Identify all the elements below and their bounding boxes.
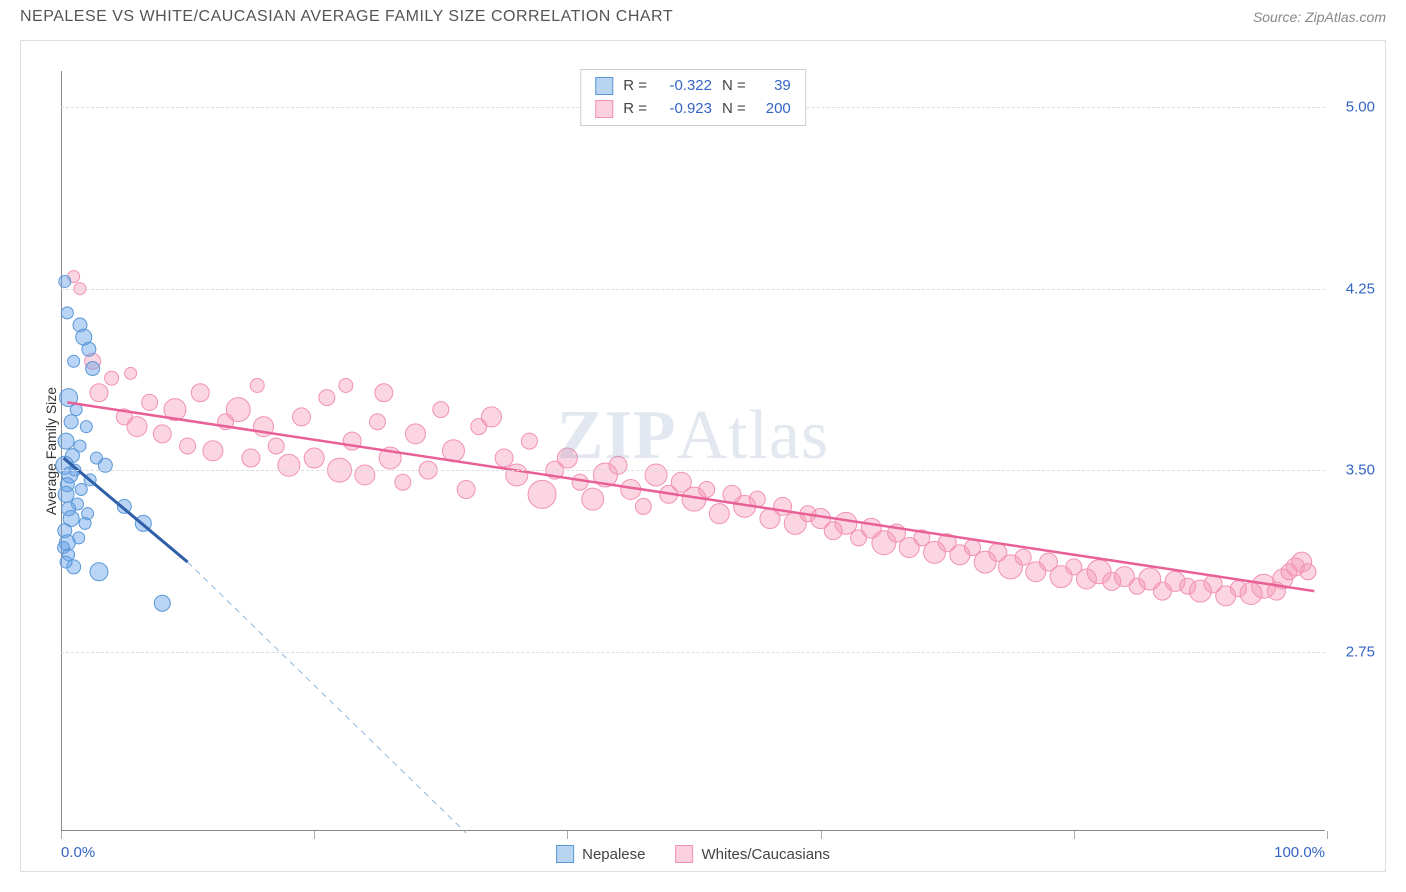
x-tick	[567, 831, 568, 839]
data-point	[278, 454, 300, 476]
data-point	[304, 448, 324, 468]
data-point	[457, 480, 475, 498]
legend-item-whites: Whites/Caucasians	[676, 845, 830, 863]
chart-title: NEPALESE VS WHITE/CAUCASIAN AVERAGE FAMI…	[20, 8, 673, 26]
data-point	[645, 464, 667, 486]
data-point	[153, 425, 171, 443]
data-point	[105, 371, 119, 385]
r-label: R =	[623, 75, 647, 98]
y-tick-label: 5.00	[1330, 99, 1375, 116]
legend-label: Nepalese	[582, 846, 645, 863]
data-point	[635, 498, 651, 514]
legend-item-nepalese: Nepalese	[556, 845, 645, 863]
data-point	[433, 402, 449, 418]
data-point	[125, 367, 137, 379]
data-point	[203, 441, 223, 461]
data-point	[557, 448, 577, 468]
x-tick-max: 100.0%	[1274, 844, 1325, 861]
data-point	[79, 517, 91, 529]
r-label: R =	[623, 98, 647, 121]
data-point	[242, 449, 260, 467]
source-label: Source: ZipAtlas.com	[1253, 9, 1386, 25]
data-point	[191, 384, 209, 402]
gridline	[61, 652, 1325, 653]
y-tick-label: 2.75	[1330, 643, 1375, 660]
r-value-nepalese: -0.322	[657, 75, 712, 98]
data-point	[58, 433, 74, 449]
data-point	[58, 486, 74, 502]
n-value-whites: 200	[756, 98, 791, 121]
data-point	[250, 378, 264, 392]
data-point	[64, 415, 78, 429]
scatter-plot	[61, 71, 1325, 831]
data-point	[521, 433, 537, 449]
data-point	[709, 504, 729, 524]
legend-swatch-nepalese	[595, 77, 613, 95]
data-point	[86, 362, 100, 376]
data-point	[60, 556, 72, 568]
legend-swatch-icon	[676, 845, 694, 863]
data-point	[395, 474, 411, 490]
series-legend: Nepalese Whites/Caucasians	[556, 845, 830, 863]
x-tick	[61, 831, 62, 839]
data-point	[582, 488, 604, 510]
data-point	[82, 342, 96, 356]
data-point	[339, 378, 353, 392]
n-label: N =	[722, 75, 746, 98]
legend-row-nepalese: R = -0.322 N = 39	[595, 75, 791, 98]
data-point	[226, 398, 250, 422]
trend-line	[64, 458, 188, 562]
legend-label: Whites/Caucasians	[702, 846, 830, 863]
data-point	[61, 307, 73, 319]
trend-line	[67, 402, 1314, 591]
data-point	[180, 438, 196, 454]
y-tick-label: 3.50	[1330, 462, 1375, 479]
data-point	[59, 275, 71, 287]
x-tick	[314, 831, 315, 839]
chart-container: Average Family Size ZIPAtlas R = -0.322 …	[20, 40, 1386, 872]
x-tick	[1074, 831, 1075, 839]
gridline	[61, 289, 1325, 290]
legend-swatch-whites	[595, 100, 613, 118]
x-tick	[1327, 831, 1328, 839]
data-point	[609, 456, 627, 474]
data-point	[142, 394, 158, 410]
data-point	[355, 465, 375, 485]
plot-area: Average Family Size ZIPAtlas R = -0.322 …	[61, 71, 1325, 831]
data-point	[572, 474, 588, 490]
data-point	[90, 384, 108, 402]
data-point	[699, 481, 715, 497]
gridline	[61, 470, 1325, 471]
data-point	[1015, 549, 1031, 565]
legend-row-whites: R = -0.923 N = 200	[595, 98, 791, 121]
n-label: N =	[722, 98, 746, 121]
legend-swatch-icon	[556, 845, 574, 863]
data-point	[375, 384, 393, 402]
data-point	[481, 407, 501, 427]
data-point	[90, 563, 108, 581]
data-point	[405, 424, 425, 444]
data-point	[506, 464, 528, 486]
data-point	[495, 449, 513, 467]
data-point	[154, 595, 170, 611]
data-point	[127, 417, 147, 437]
data-point	[75, 483, 87, 495]
r-value-whites: -0.923	[657, 98, 712, 121]
correlation-legend: R = -0.322 N = 39 R = -0.923 N = 200	[580, 69, 806, 126]
data-point	[319, 390, 335, 406]
data-point	[268, 438, 284, 454]
x-tick	[821, 831, 822, 839]
y-tick-label: 4.25	[1330, 280, 1375, 297]
data-point	[293, 408, 311, 426]
data-point	[80, 421, 92, 433]
data-point	[528, 480, 556, 508]
trend-line-extrapolated	[188, 562, 467, 833]
data-point	[370, 414, 386, 430]
x-tick-min: 0.0%	[61, 844, 95, 861]
data-point	[1300, 564, 1316, 580]
n-value-nepalese: 39	[756, 75, 791, 98]
y-axis-label: Average Family Size	[43, 387, 59, 515]
data-point	[68, 355, 80, 367]
